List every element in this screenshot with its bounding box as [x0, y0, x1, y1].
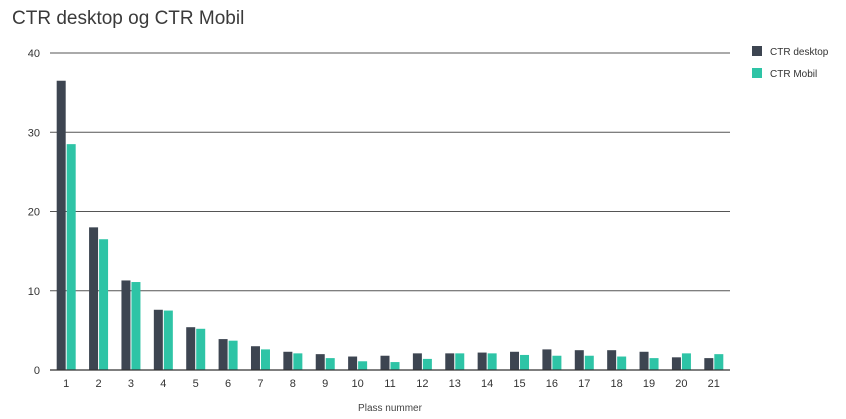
bar-desktop-17 [574, 350, 584, 370]
legend-swatch-desktop [752, 46, 762, 56]
bar-mobil-5 [196, 328, 206, 370]
x-tick-label: 21 [708, 378, 720, 390]
bar-desktop-7 [250, 346, 260, 370]
bar-desktop-13 [445, 353, 455, 370]
x-tick-label: 12 [416, 378, 428, 390]
bar-desktop-5 [186, 327, 196, 370]
bar-mobil-2 [99, 239, 109, 370]
bar-mobil-1 [66, 144, 76, 370]
x-tick-label: 10 [351, 378, 363, 390]
bars [56, 80, 724, 371]
bar-desktop-3 [121, 280, 131, 370]
bar-mobil-8 [293, 353, 303, 370]
x-tick-label: 8 [290, 378, 296, 390]
bar-desktop-20 [671, 357, 681, 370]
bar-desktop-1 [56, 80, 66, 371]
x-tick-label: 14 [481, 378, 493, 390]
x-tick-label: 15 [513, 378, 525, 390]
bar-desktop-9 [315, 354, 325, 370]
x-tick-label: 17 [578, 378, 590, 390]
bar-desktop-6 [218, 339, 228, 370]
x-tick-label: 5 [193, 378, 199, 390]
y-tick-label: 20 [28, 207, 40, 219]
bar-desktop-19 [639, 351, 649, 370]
legend-label-mobil: CTR Mobil [770, 69, 817, 80]
bar-desktop-11 [380, 355, 390, 370]
bar-desktop-21 [704, 358, 714, 370]
bar-mobil-3 [131, 282, 141, 370]
x-tick-label: 19 [643, 378, 655, 390]
legend-swatch-mobil [752, 68, 762, 78]
bar-desktop-16 [542, 349, 552, 370]
bar-mobil-9 [325, 358, 335, 370]
bar-mobil-19 [649, 358, 659, 370]
y-tick-label: 40 [28, 48, 40, 60]
bar-mobil-14 [487, 353, 497, 370]
bar-mobil-16 [552, 355, 562, 370]
bar-desktop-10 [348, 356, 358, 370]
bar-mobil-18 [617, 356, 627, 370]
bar-desktop-15 [510, 351, 520, 370]
bar-desktop-12 [412, 353, 422, 370]
x-tick-label: 20 [675, 378, 687, 390]
bar-mobil-21 [714, 354, 724, 370]
bar-mobil-13 [455, 353, 465, 370]
bar-mobil-4 [163, 310, 173, 370]
x-tick-label: 7 [257, 378, 263, 390]
legend-label-desktop: CTR desktop [770, 47, 829, 58]
y-tick-label: 10 [28, 286, 40, 298]
x-tick-label: 13 [449, 378, 461, 390]
bar-mobil-7 [260, 349, 270, 370]
x-tick-label: 11 [384, 378, 395, 390]
gridlines [50, 52, 730, 292]
y-tick-label: 30 [28, 127, 40, 139]
bar-desktop-4 [153, 309, 163, 370]
y-tick-label: 0 [34, 365, 40, 377]
bar-mobil-17 [584, 355, 594, 370]
bar-desktop-14 [477, 352, 487, 370]
bar-mobil-15 [520, 354, 530, 370]
x-tick-label: 1 [63, 378, 69, 390]
bar-desktop-18 [607, 350, 617, 370]
x-axis-label: Plass nummer [358, 403, 423, 414]
bar-mobil-10 [358, 361, 368, 370]
y-axis-ticks: 0 10 20 30 40 [28, 48, 40, 377]
chart-title: CTR desktop og CTR Mobil [12, 8, 245, 29]
x-tick-label: 9 [322, 378, 328, 390]
bar-mobil-12 [422, 358, 432, 370]
bar-mobil-11 [390, 362, 400, 370]
x-tick-label: 16 [546, 378, 558, 390]
bar-mobil-20 [681, 353, 691, 370]
x-axis-ticks: 1 2 3 4 5 6 7 8 9 10 11 12 13 14 15 16 17 18 19 20 21 [63, 378, 720, 390]
bar-mobil-6 [228, 340, 238, 370]
x-tick-label: 4 [160, 378, 166, 390]
x-tick-label: 2 [96, 378, 102, 390]
bar-desktop-2 [89, 227, 99, 370]
x-tick-label: 18 [611, 378, 623, 390]
x-tick-label: 6 [225, 378, 231, 390]
bar-desktop-8 [283, 351, 293, 370]
x-tick-label: 3 [128, 378, 134, 390]
legend: CTR desktop CTR Mobil [752, 46, 829, 80]
